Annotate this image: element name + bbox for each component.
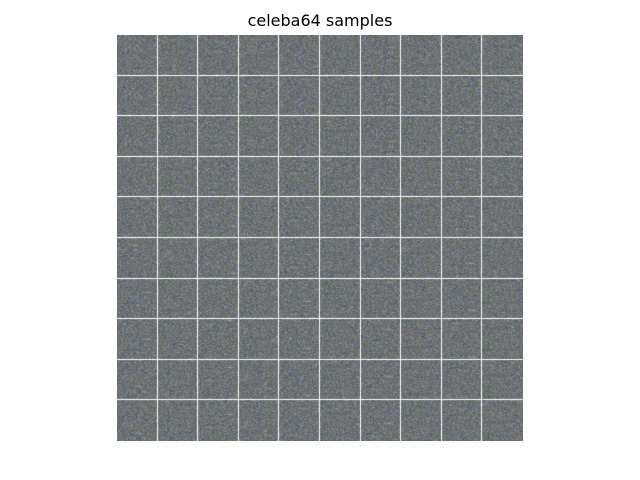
sample-grid-canvas: [117, 35, 523, 441]
sample-image-grid: [117, 35, 523, 441]
plot-title: celeba64 samples: [247, 11, 393, 30]
